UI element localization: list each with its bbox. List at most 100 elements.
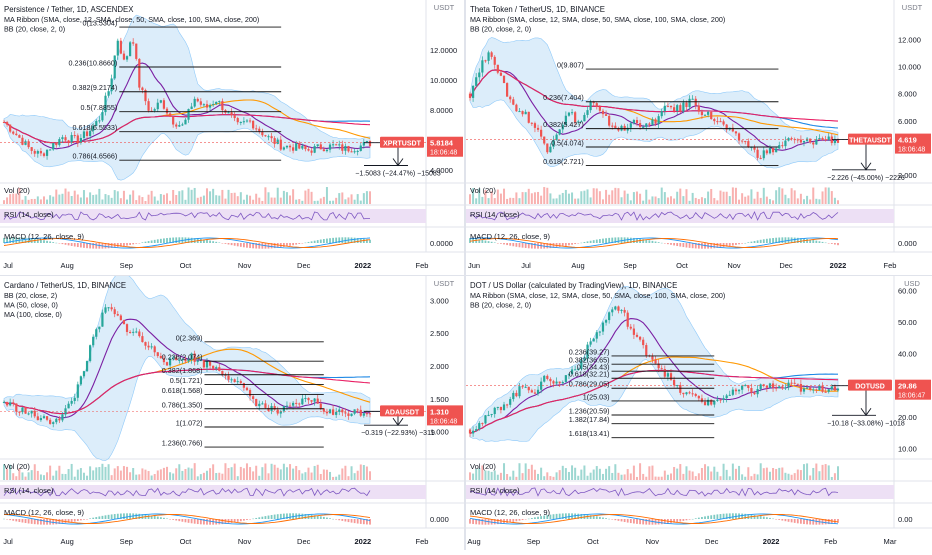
volume-bar xyxy=(555,472,558,480)
volume-bar xyxy=(18,187,21,204)
volume-bar xyxy=(30,470,33,480)
macd-histogram-bar xyxy=(104,515,107,519)
macd-histogram-bar xyxy=(670,243,672,245)
price-tick-label: 2.000 xyxy=(430,362,449,371)
volume-bar xyxy=(353,473,356,480)
chart-canvas-dot[interactable]: 0.236(39.27)0.382(36.65)0.5(34.43)0.618(… xyxy=(466,276,932,550)
volume-bar xyxy=(815,463,818,480)
macd-histogram-bar xyxy=(341,237,344,243)
chart-canvas-ada[interactable]: 0(2.369)0.236(2.074)0.382(1.868)0.5(1.72… xyxy=(0,272,464,550)
volume-bar xyxy=(12,473,15,480)
candle-body xyxy=(787,382,790,388)
volume-bar xyxy=(169,472,172,480)
macd-histogram-bar xyxy=(564,243,567,246)
macd-histogram-bar xyxy=(301,243,304,244)
countdown-timer: 18:06:48 xyxy=(430,150,457,157)
candle-body xyxy=(836,138,840,143)
macd-histogram-bar xyxy=(332,518,334,520)
volume-bar xyxy=(181,190,184,204)
chart-panel-ada[interactable]: 0(2.369) 0.236(2.074) 0.382(1.868) 0.5(1.72… xyxy=(0,272,464,550)
macd-histogram-bar xyxy=(512,243,515,247)
candle-body xyxy=(67,403,70,409)
indicator-legend: MA (100, close, 0) xyxy=(4,310,62,319)
price-tick-label: 10.000 xyxy=(898,62,921,71)
fib-level-label: 1.236(20.59) xyxy=(569,407,610,416)
macd-histogram-bar xyxy=(673,243,676,246)
candle-body xyxy=(716,121,719,123)
volume-bar xyxy=(255,465,258,480)
macd-histogram-bar xyxy=(123,243,125,247)
macd-histogram-bar xyxy=(316,515,319,519)
candle-body xyxy=(737,389,741,392)
chart-canvas-xprt[interactable]: 0(13.5304)0.236(10.8660)0.382(9.2174)0.5… xyxy=(0,0,464,275)
macd-label: MACD (12, 26, close, 9) xyxy=(4,508,85,517)
macd-histogram-bar xyxy=(264,516,267,519)
chart-panel-xprt[interactable]: 0(13.5304) 0.236(10.8660) 0.382(9.2174) 0.5… xyxy=(0,0,464,275)
candle-body xyxy=(595,332,598,339)
macd-histogram-bar xyxy=(496,243,499,244)
fib-level-label: 1.618(13.41) xyxy=(569,429,610,438)
macd-histogram-bar xyxy=(126,513,128,519)
candle-body xyxy=(76,384,79,398)
candle-body xyxy=(181,359,184,361)
macd-histogram-bar xyxy=(153,515,156,519)
macd-histogram-bar xyxy=(196,519,199,525)
chart-panel-dot[interactable]: 0.236(39.27) 0.382(36.65) 0.5(34.43) 0.618(… xyxy=(466,276,932,550)
volume-bar xyxy=(138,195,141,204)
candle-body xyxy=(239,121,242,123)
macd-histogram-bar xyxy=(40,519,42,525)
candle-body xyxy=(611,309,614,313)
volume-bar xyxy=(258,197,261,204)
macd-histogram-bar xyxy=(837,519,839,523)
candle-body xyxy=(135,331,138,333)
fib-level-label: 0.5(34.43) xyxy=(577,363,610,372)
macd-histogram-bar xyxy=(793,237,796,243)
candle-body xyxy=(691,393,694,395)
chart-panel-theta[interactable]: 0(9.807) 0.236(7.404) 0.382(5.427) 0.5(4.07… xyxy=(466,0,932,275)
volume-bar xyxy=(73,476,76,480)
candle-body xyxy=(574,112,577,123)
macd-histogram-bar xyxy=(534,243,536,249)
macd-histogram-bar xyxy=(617,519,620,521)
candle-body xyxy=(359,409,362,416)
candle-body xyxy=(530,122,533,124)
fib-level-label: 0.382(5.427) xyxy=(543,120,584,129)
price-tick-label: 20.00 xyxy=(898,413,917,422)
volume-bar xyxy=(509,197,512,204)
candle-body xyxy=(141,336,144,343)
macd-histogram-bar xyxy=(815,519,818,525)
volume-bar xyxy=(821,191,824,204)
volume-bar xyxy=(605,468,608,480)
volume-bar xyxy=(64,474,67,480)
candle-body xyxy=(540,381,543,390)
volume-bar xyxy=(561,465,564,480)
candle-body xyxy=(282,147,285,150)
macd-histogram-bar xyxy=(537,243,539,249)
macd-histogram-bar xyxy=(812,240,815,243)
macd-histogram-bar xyxy=(741,513,744,519)
volume-bar xyxy=(138,474,141,480)
volume-bar xyxy=(27,199,30,204)
candle-body xyxy=(218,367,221,371)
macd-histogram-bar xyxy=(691,518,694,520)
candle-body xyxy=(316,144,319,147)
macd-histogram-bar xyxy=(236,519,239,522)
macd-histogram-bar xyxy=(796,519,799,524)
candle-body xyxy=(165,108,169,114)
volume-bar xyxy=(759,197,762,204)
volume-bar xyxy=(818,199,821,204)
candle-body xyxy=(368,140,372,147)
candle-body xyxy=(341,409,344,413)
volume-bar xyxy=(768,199,771,204)
macd-histogram-bar xyxy=(530,518,533,519)
volume-bar xyxy=(365,466,368,480)
chart-canvas-theta[interactable]: 0(9.807)0.236(7.404)0.382(5.427)0.5(4.07… xyxy=(466,0,932,275)
volume-bar xyxy=(580,191,583,204)
price-tick-label: 8.000 xyxy=(898,90,917,99)
macd-histogram-bar xyxy=(193,519,196,524)
volume-bar xyxy=(478,188,481,204)
volume-bar xyxy=(70,195,73,204)
volume-bar xyxy=(313,200,316,204)
volume-bar xyxy=(574,467,577,480)
candle-body xyxy=(555,134,558,140)
